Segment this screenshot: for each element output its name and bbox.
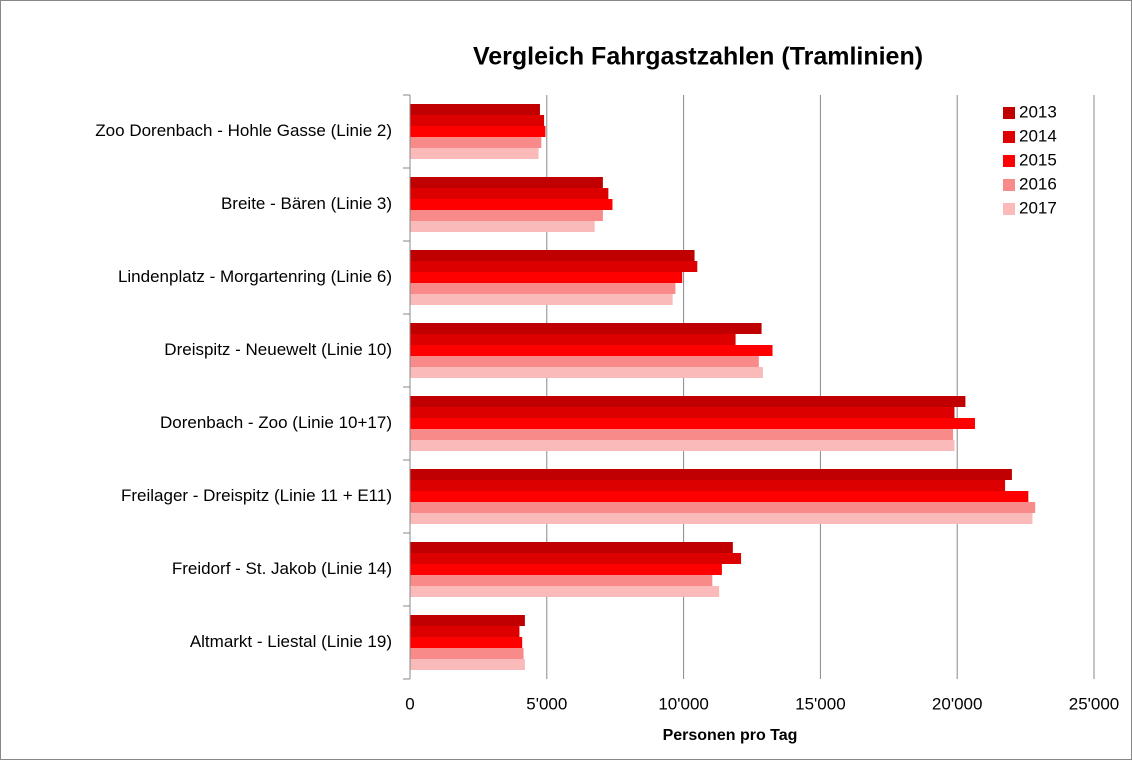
bar bbox=[410, 502, 1036, 513]
x-tick-label: 0 bbox=[405, 694, 414, 713]
bar bbox=[410, 104, 540, 115]
y-tick-label: Zoo Dorenbach - Hohle Gasse (Linie 2) bbox=[95, 121, 392, 140]
y-tick-label: Breite - Bären (Linie 3) bbox=[221, 194, 392, 213]
x-tick-label: 20'000 bbox=[932, 694, 983, 713]
y-tick-label: Lindenplatz - Morgartenring (Linie 6) bbox=[118, 267, 392, 286]
bar bbox=[410, 210, 603, 221]
bar bbox=[410, 637, 523, 648]
bar bbox=[410, 367, 763, 378]
y-tick-label: Freilager - Dreispitz (Linie 11 + E11) bbox=[121, 486, 392, 505]
bar bbox=[410, 283, 676, 294]
bar bbox=[410, 626, 520, 637]
x-tick-label: 5'000 bbox=[526, 694, 567, 713]
bar bbox=[410, 429, 954, 440]
bar bbox=[410, 648, 524, 659]
bar bbox=[410, 553, 742, 564]
x-axis-title: Personen pro Tag bbox=[663, 727, 798, 744]
legend-swatch bbox=[1003, 203, 1015, 215]
legend-label: 2015 bbox=[1019, 150, 1057, 169]
x-tick-label: 10'000 bbox=[658, 694, 709, 713]
y-tick-label: Dorenbach - Zoo (Linie 10+17) bbox=[160, 413, 392, 432]
y-tick-label: Altmarkt - Liestal (Linie 19) bbox=[190, 632, 392, 651]
legend-label: 2016 bbox=[1019, 174, 1057, 193]
bar bbox=[410, 272, 683, 283]
bar bbox=[410, 396, 966, 407]
x-tick-label: 15'000 bbox=[795, 694, 846, 713]
bar bbox=[410, 564, 722, 575]
bar bbox=[410, 199, 613, 210]
bar bbox=[410, 148, 539, 159]
bar bbox=[410, 418, 975, 429]
bar bbox=[410, 513, 1033, 524]
bar bbox=[410, 407, 955, 418]
x-tick-label: 25'000 bbox=[1069, 694, 1120, 713]
bar bbox=[410, 469, 1012, 480]
bar bbox=[410, 323, 762, 334]
legend-label: 2017 bbox=[1019, 198, 1057, 217]
bar bbox=[410, 188, 609, 199]
bar bbox=[410, 542, 733, 553]
bar bbox=[410, 575, 713, 586]
bar bbox=[410, 294, 673, 305]
legend-swatch bbox=[1003, 179, 1015, 191]
bar bbox=[410, 177, 603, 188]
y-tick-label: Dreispitz - Neuewelt (Linie 10) bbox=[164, 340, 392, 359]
bar bbox=[410, 491, 1029, 502]
bar bbox=[410, 250, 695, 261]
legend-label: 2013 bbox=[1019, 102, 1057, 121]
legend-swatch bbox=[1003, 107, 1015, 119]
bar bbox=[410, 480, 1006, 491]
bar bbox=[410, 334, 736, 345]
bar bbox=[410, 659, 525, 670]
bar bbox=[410, 586, 720, 597]
chart-title: Vergleich Fahrgastzahlen (Tramlinien) bbox=[473, 43, 923, 71]
legend-label: 2014 bbox=[1019, 126, 1057, 145]
bar bbox=[410, 221, 595, 232]
legend-swatch bbox=[1003, 155, 1015, 167]
bar bbox=[410, 115, 545, 126]
legend-swatch bbox=[1003, 131, 1015, 143]
bar bbox=[410, 615, 525, 626]
bar bbox=[410, 126, 546, 137]
bar bbox=[410, 137, 542, 148]
bar bbox=[410, 261, 698, 272]
bar bbox=[410, 356, 759, 367]
bar bbox=[410, 345, 773, 356]
y-tick-label: Freidorf - St. Jakob (Linie 14) bbox=[172, 559, 392, 578]
bar bbox=[410, 440, 955, 451]
